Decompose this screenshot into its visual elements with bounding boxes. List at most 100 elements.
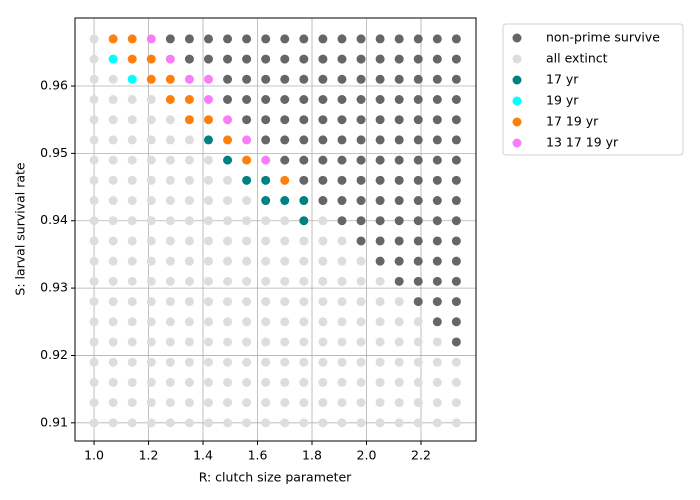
point	[413, 276, 423, 286]
point	[394, 216, 404, 226]
point	[127, 34, 137, 44]
legend-label: all extinct	[546, 51, 608, 66]
point	[299, 135, 309, 145]
point	[299, 317, 309, 327]
point	[318, 175, 328, 185]
point	[146, 297, 156, 307]
point	[146, 276, 156, 286]
point	[261, 297, 271, 307]
point	[184, 377, 194, 387]
point	[184, 337, 194, 347]
point	[146, 34, 156, 44]
point	[280, 317, 290, 327]
point	[108, 377, 118, 387]
point	[413, 135, 423, 145]
point	[394, 276, 404, 286]
point	[451, 276, 461, 286]
point	[203, 196, 213, 206]
legend-label: 17 yr	[546, 72, 579, 87]
point	[146, 74, 156, 84]
point	[203, 276, 213, 286]
point	[356, 256, 366, 266]
point	[451, 256, 461, 266]
point	[337, 256, 347, 266]
point	[165, 34, 175, 44]
point	[432, 276, 442, 286]
point	[242, 95, 252, 105]
point	[165, 135, 175, 145]
point	[108, 276, 118, 286]
plot-frame	[74, 17, 477, 442]
x-axis-label: R: clutch size parameter	[199, 470, 352, 485]
point	[146, 357, 156, 367]
point	[242, 34, 252, 44]
point	[280, 377, 290, 387]
legend-label: 17 19 yr	[546, 114, 599, 129]
point	[375, 175, 385, 185]
point	[203, 74, 213, 84]
point	[432, 256, 442, 266]
point	[127, 196, 137, 206]
point	[127, 256, 137, 266]
point	[242, 398, 252, 408]
point	[184, 34, 194, 44]
point	[356, 95, 366, 105]
point	[375, 236, 385, 246]
point	[451, 115, 461, 125]
point	[356, 155, 366, 165]
point	[146, 317, 156, 327]
point	[242, 256, 252, 266]
point	[356, 276, 366, 286]
point	[356, 337, 366, 347]
point	[242, 155, 252, 165]
point	[89, 155, 99, 165]
point	[261, 95, 271, 105]
point	[223, 74, 233, 84]
point	[184, 115, 194, 125]
point	[223, 236, 233, 246]
point	[337, 216, 347, 226]
point	[451, 74, 461, 84]
point	[375, 34, 385, 44]
point	[394, 175, 404, 185]
point	[203, 398, 213, 408]
y-tick-label: 0.95	[40, 145, 68, 160]
point	[261, 256, 271, 266]
point	[280, 135, 290, 145]
point	[280, 74, 290, 84]
point	[184, 297, 194, 307]
point	[375, 276, 385, 286]
point	[108, 256, 118, 266]
point	[165, 155, 175, 165]
point	[261, 337, 271, 347]
point	[184, 236, 194, 246]
point	[127, 175, 137, 185]
legend-marker	[512, 96, 522, 106]
legend-marker	[512, 117, 522, 127]
x-tick-label: 1.6	[248, 448, 268, 463]
point	[242, 115, 252, 125]
point	[432, 34, 442, 44]
point	[223, 398, 233, 408]
point	[299, 196, 309, 206]
point	[146, 256, 156, 266]
point	[223, 418, 233, 428]
point	[127, 155, 137, 165]
point	[413, 54, 423, 64]
x-tick-label: 1.8	[302, 448, 322, 463]
point	[337, 276, 347, 286]
point	[413, 95, 423, 105]
point	[261, 155, 271, 165]
point	[413, 115, 423, 125]
point	[280, 337, 290, 347]
point	[165, 216, 175, 226]
point	[184, 317, 194, 327]
point	[127, 135, 137, 145]
point	[127, 54, 137, 64]
point	[108, 337, 118, 347]
point	[203, 34, 213, 44]
point	[413, 196, 423, 206]
point	[89, 175, 99, 185]
point	[261, 115, 271, 125]
point	[242, 54, 252, 64]
